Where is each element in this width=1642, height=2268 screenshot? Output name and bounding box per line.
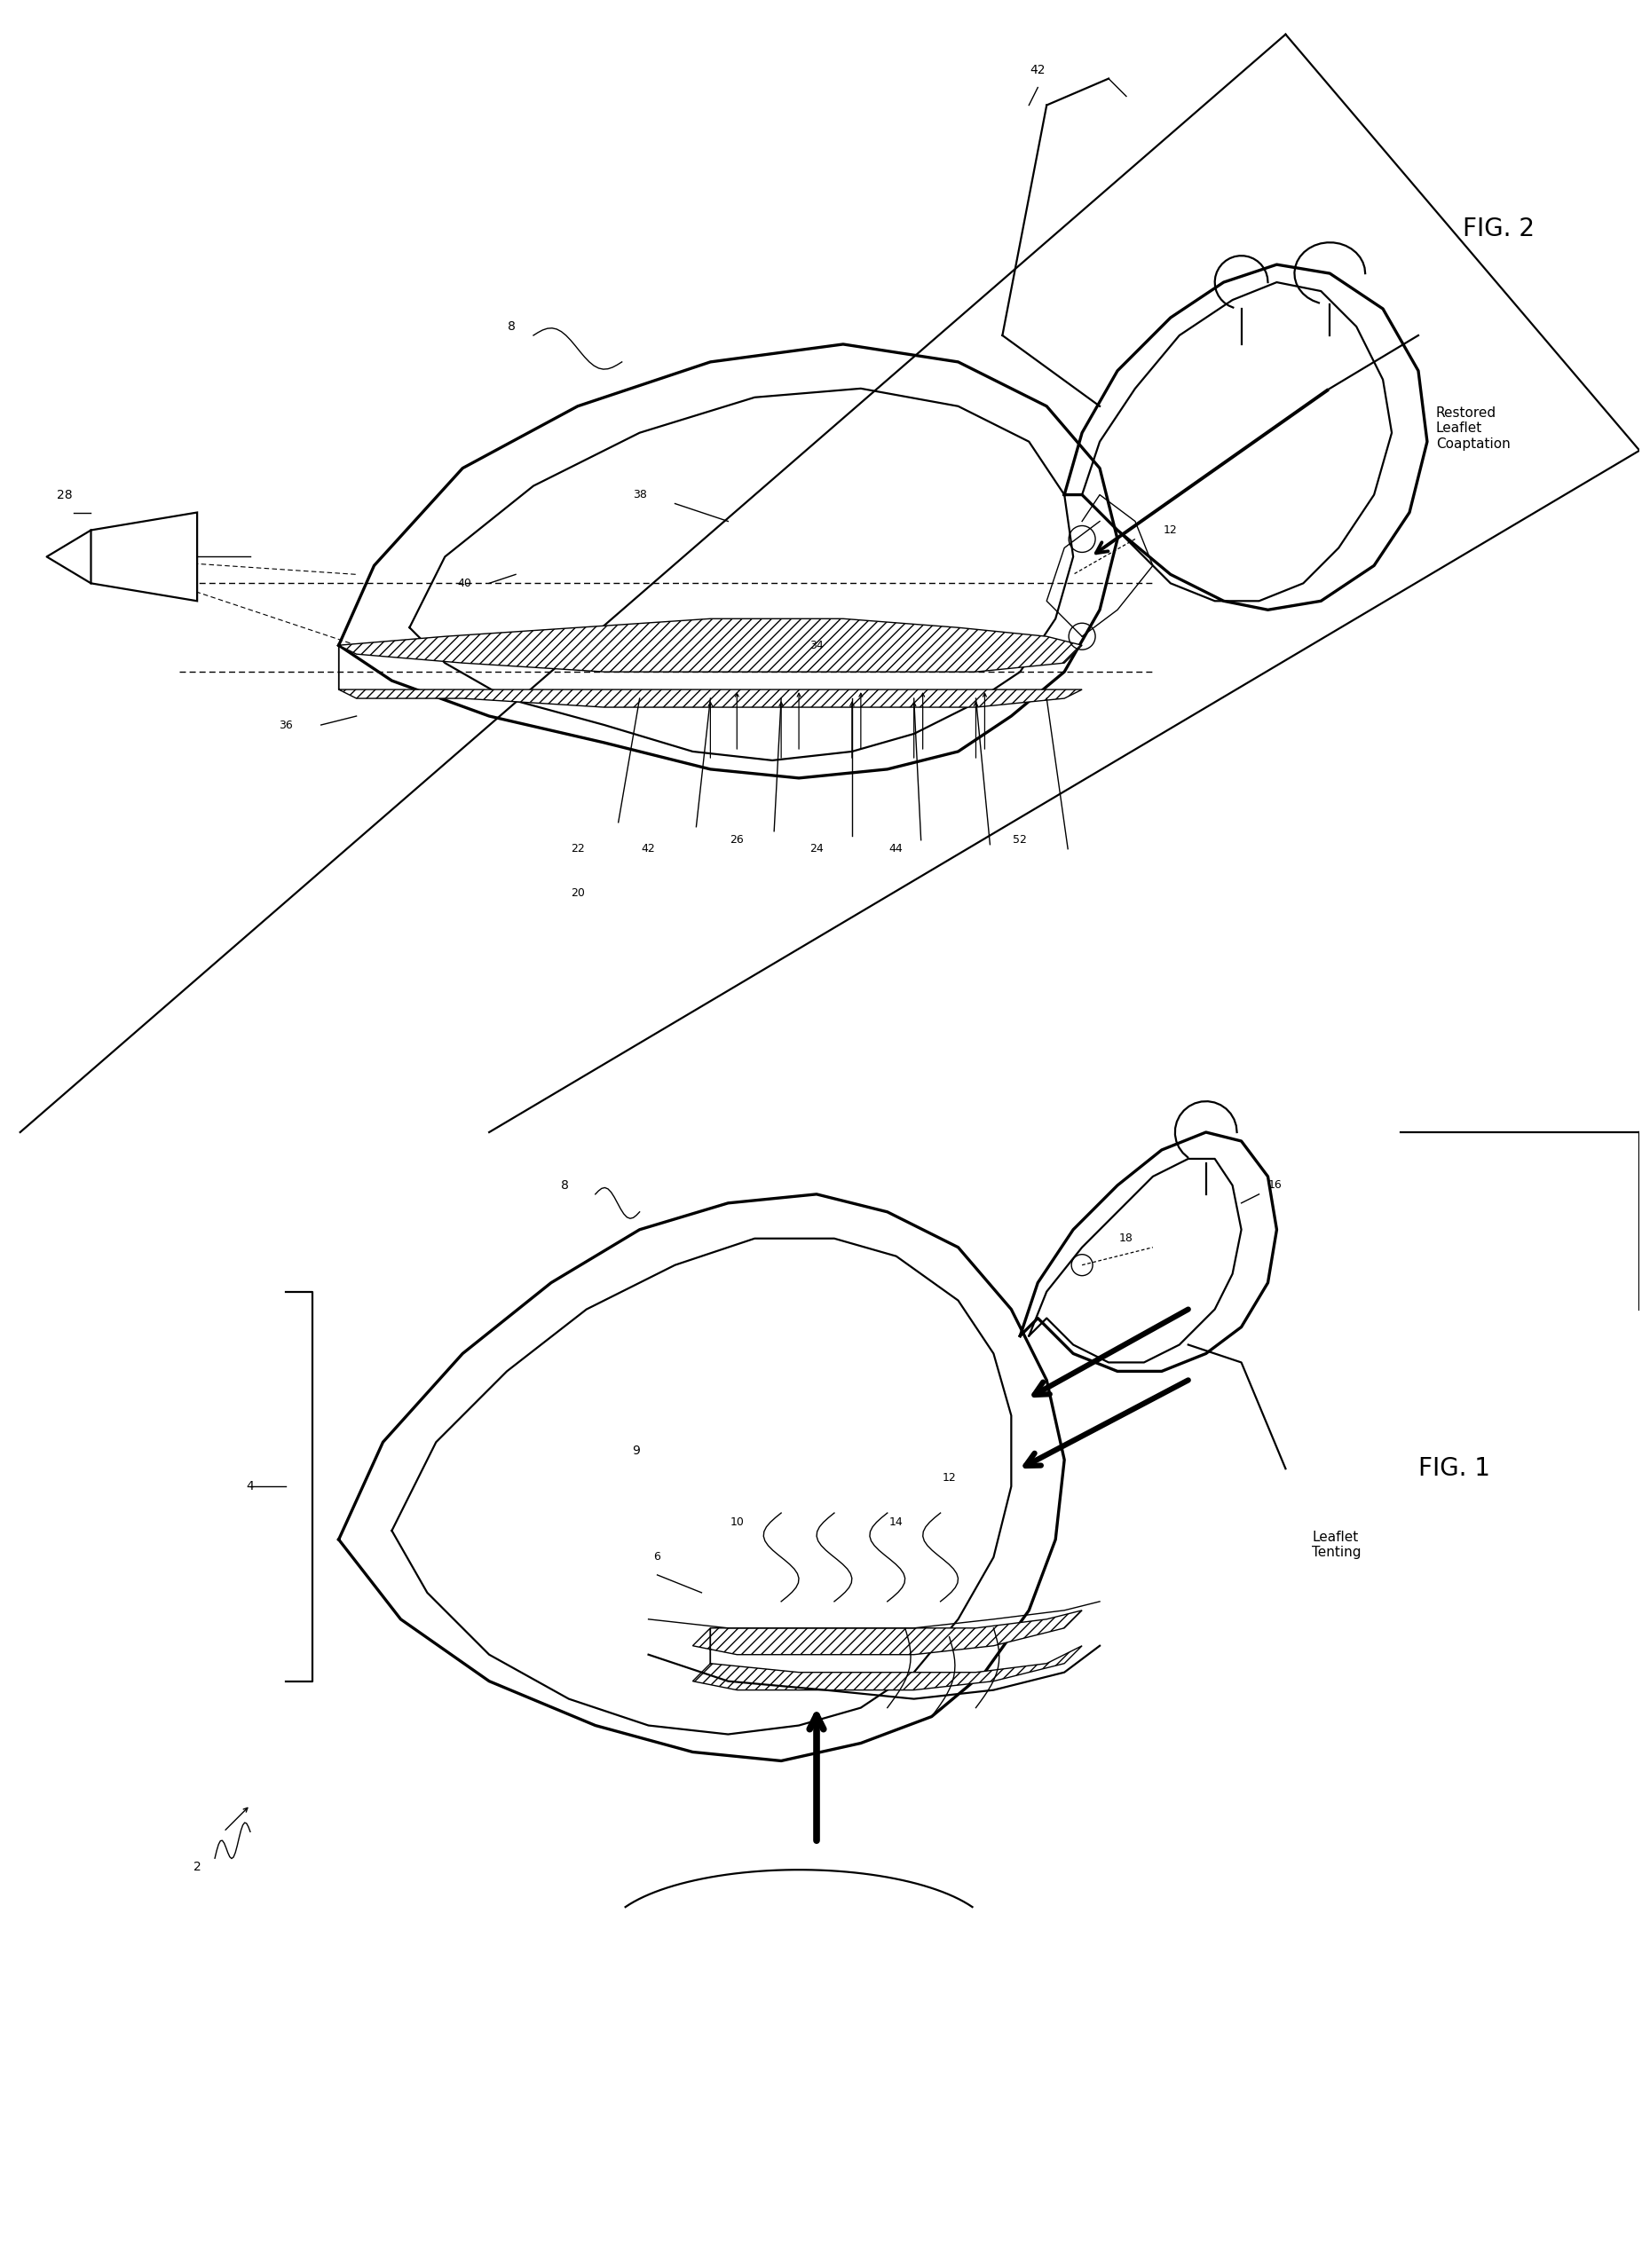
- Text: Restored
Leaflet
Coaptation: Restored Leaflet Coaptation: [1437, 406, 1511, 451]
- Text: 12: 12: [1164, 524, 1177, 535]
- Polygon shape: [693, 1610, 1082, 1690]
- Text: 18: 18: [1120, 1234, 1133, 1245]
- Polygon shape: [90, 513, 197, 601]
- Text: 38: 38: [632, 490, 647, 501]
- Text: 16: 16: [1268, 1179, 1282, 1191]
- Text: 44: 44: [890, 844, 903, 855]
- Text: 22: 22: [571, 844, 585, 855]
- Text: 2: 2: [194, 1862, 200, 1873]
- Text: 52: 52: [1013, 835, 1028, 846]
- Text: 8: 8: [562, 1179, 568, 1191]
- Text: 20: 20: [571, 887, 585, 898]
- Text: 4: 4: [246, 1481, 255, 1492]
- Text: 9: 9: [632, 1445, 640, 1456]
- Text: 28: 28: [56, 488, 72, 501]
- Text: 6: 6: [654, 1551, 660, 1563]
- Text: FIG. 1: FIG. 1: [1419, 1456, 1491, 1481]
- Text: 14: 14: [890, 1515, 903, 1529]
- Text: 40: 40: [458, 578, 471, 590]
- Text: 12: 12: [943, 1472, 956, 1483]
- Text: 42: 42: [1030, 64, 1046, 75]
- Text: FIG. 2: FIG. 2: [1463, 218, 1534, 243]
- Text: 8: 8: [507, 320, 516, 333]
- Text: 34: 34: [810, 640, 824, 651]
- Text: 36: 36: [279, 719, 292, 730]
- Text: 24: 24: [810, 844, 824, 855]
- Text: 26: 26: [731, 835, 744, 846]
- Text: Leaflet
Tenting: Leaflet Tenting: [1312, 1531, 1361, 1560]
- Polygon shape: [338, 619, 1082, 708]
- Text: 10: 10: [731, 1515, 744, 1529]
- Text: 42: 42: [642, 844, 655, 855]
